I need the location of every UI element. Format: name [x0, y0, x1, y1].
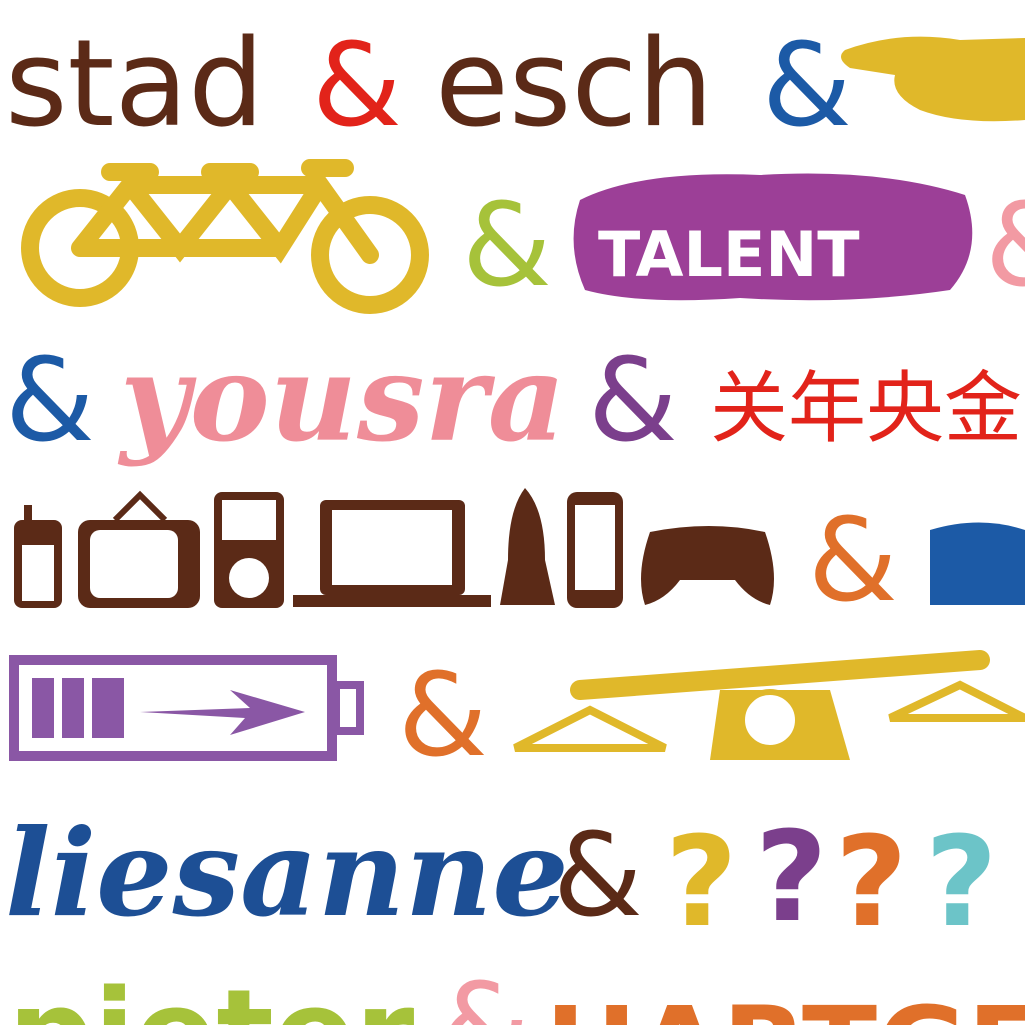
- word: stad: [5, 15, 264, 154]
- battery: [9, 655, 364, 761]
- word: liesanne: [5, 803, 569, 944]
- ampersand: &: [762, 19, 852, 153]
- paint-blob: [573, 173, 973, 301]
- ampersand: &: [985, 179, 1025, 313]
- ampersand: &: [440, 959, 530, 1025]
- question-mark: ?: [925, 810, 998, 955]
- chinese-text: 关年央金: [710, 364, 1022, 454]
- blue-blob: [930, 522, 1025, 605]
- ampersand: &: [553, 809, 643, 943]
- ampersand: &: [808, 494, 898, 628]
- pointing-hand: [841, 36, 1025, 122]
- scale: [513, 650, 1025, 760]
- ampersand: &: [462, 179, 552, 313]
- word: HARTGER: [545, 983, 1025, 1025]
- word: esch: [435, 15, 713, 154]
- ampersand: &: [398, 649, 488, 783]
- talent-text: TALENT: [598, 218, 860, 291]
- question-mark: ?: [835, 810, 908, 955]
- tandem-bicycle: [21, 159, 429, 314]
- word: yousra: [117, 328, 566, 469]
- ampersand: &: [588, 334, 678, 468]
- screens: [22, 500, 615, 601]
- question-mark: ?: [755, 805, 828, 950]
- word: pieter: [8, 965, 414, 1025]
- ampersand: &: [312, 19, 402, 153]
- question-mark: ?: [665, 810, 738, 955]
- ampersand: &: [5, 334, 95, 468]
